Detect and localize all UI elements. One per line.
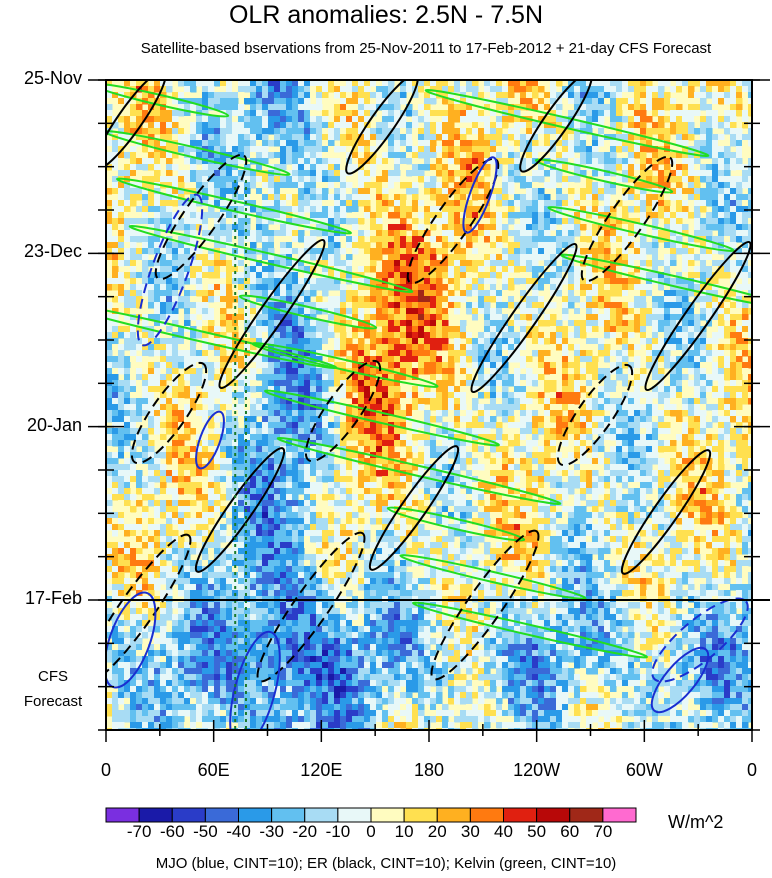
colorbar-swatch: [138, 807, 173, 823]
colorbar-label: 0: [366, 822, 376, 841]
colorbar-label: -60: [159, 822, 185, 841]
er-contour: [130, 361, 208, 465]
chart-caption: MJO (blue, CINT=10); ER (black, CINT=10)…: [155, 855, 617, 872]
colorbar-swatch: [370, 807, 405, 823]
kelvin-contour: [106, 130, 291, 176]
colorbar-label: 50: [527, 822, 547, 841]
colorbar-label: 70: [593, 822, 613, 841]
chart-title: OLR anomalies: 2.5N - 7.5N: [228, 1, 544, 29]
colorbar-swatch: [503, 807, 538, 823]
er-contour: [194, 447, 286, 573]
forecast-label-line1: CFS: [38, 668, 68, 685]
kelvin-contour: [412, 601, 648, 659]
colorbar-swatch: [569, 807, 604, 823]
er-contour: [106, 80, 167, 171]
mjo-contour: [136, 193, 204, 347]
y-tick-label: 25-Nov: [23, 68, 82, 88]
colorbar-swatch: [204, 807, 239, 823]
kelvin-contour: [386, 506, 526, 542]
er-contour: [580, 155, 674, 283]
y-tick-label: 23-Dec: [23, 241, 82, 262]
er-contour: [430, 529, 540, 681]
colorbar-swatch: [536, 807, 571, 823]
er-contour: [470, 242, 578, 394]
colorbar-label: -30: [259, 822, 284, 841]
x-tick-label: 180: [413, 760, 445, 780]
colorbar-label: -40: [226, 822, 251, 841]
colorbar-swatch: [105, 807, 140, 823]
kelvin-contour: [276, 437, 562, 505]
colorbar-swatch: [469, 807, 504, 823]
y-tick-label: 17-Feb: [24, 588, 82, 608]
colorbar-swatch: [171, 807, 206, 823]
axis-ticks: [88, 79, 770, 742]
kelvin-contour: [238, 294, 378, 330]
x-tick-label: 60W: [625, 760, 663, 780]
er-contour: [644, 240, 752, 392]
er-contour: [345, 80, 419, 175]
kelvin-contour: [264, 389, 500, 447]
colorbar-label: 40: [494, 822, 513, 841]
colorbar-label: -20: [292, 822, 318, 841]
kelvin-contour: [106, 82, 230, 118]
kelvin-contour: [399, 554, 587, 600]
er-contour: [620, 449, 712, 575]
kelvin-contour: [560, 253, 752, 311]
kelvin-contour: [547, 206, 735, 252]
er-contour: [218, 238, 326, 390]
forecast-label-line2: Forecast: [23, 693, 83, 710]
er-contour: [519, 80, 593, 173]
colorbar-swatch: [602, 807, 637, 823]
colorbar-label: -10: [325, 822, 351, 841]
colorbar-units: W/m^2: [668, 812, 724, 832]
colorbar-swatch: [304, 807, 339, 823]
colorbar-label: 30: [460, 822, 480, 841]
mjo-contour: [650, 646, 710, 714]
er-contour: [154, 153, 248, 281]
colorbar-swatch: [403, 807, 438, 823]
kelvin-contour: [128, 225, 414, 293]
colorbar-swatch: [238, 807, 273, 823]
x-tick-label: 60E: [197, 760, 230, 780]
x-tick-label: 0: [746, 760, 758, 780]
x-tick-label: 0: [100, 760, 112, 780]
mjo-contour: [651, 597, 749, 683]
y-tick-label: 20-Jan: [26, 414, 82, 435]
colorbar-label: -50: [193, 822, 218, 841]
colorbar-swatch: [436, 807, 471, 823]
wave-contours: [106, 80, 752, 730]
x-tick-label: 120W: [513, 760, 561, 780]
colorbar-swatch: [337, 807, 372, 823]
er-contour: [304, 359, 382, 463]
colorbar-swatch: [271, 807, 306, 823]
er-contour: [256, 531, 366, 683]
kelvin-contour: [106, 301, 338, 369]
colorbar-label: 20: [427, 822, 447, 841]
x-tick-label: 120E: [300, 760, 343, 780]
kelvin-contour: [534, 158, 674, 194]
colorbar-label: 60: [560, 822, 580, 841]
er-contour: [368, 445, 460, 571]
er-contour: [556, 363, 634, 467]
mjo-contour: [462, 156, 498, 234]
olr-anomaly-field: [106, 80, 752, 730]
colorbar-label: -70: [126, 822, 152, 841]
colorbar-label: 10: [394, 822, 414, 841]
mjo-contour: [195, 410, 225, 470]
chart-subtitle: Satellite-based bservations from 25-Nov-…: [140, 40, 712, 57]
